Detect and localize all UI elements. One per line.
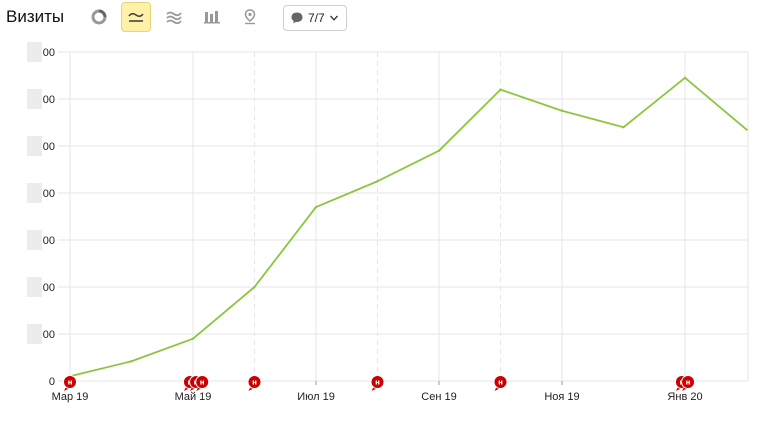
y-tick-label: 00 [43,329,55,341]
series-point [499,88,502,91]
grid [58,51,749,382]
note-marker-circle [247,375,262,389]
series-point [683,76,687,80]
y-tick-label: 00 [43,188,55,200]
y-tick-mask [27,230,42,250]
bar-chart-button[interactable] [197,2,227,32]
map-button[interactable] [235,2,265,32]
series-point [376,180,379,183]
note-marker-label: н [686,379,691,387]
x-tick-label: Май 19 [175,391,212,403]
chart-title: Визиты [6,7,65,26]
note-marker-circle [681,375,696,389]
note-marker-circle [63,375,77,389]
x-tick-label: Янв 20 [667,391,702,403]
y-tick-label: 00 [43,235,55,247]
x-tick-label: Ноя 19 [544,391,579,403]
area-chart-button[interactable] [159,2,189,32]
chart-toolbar: Визиты [0,0,765,40]
pie-chart-button[interactable] [84,2,114,32]
pie-chart-icon [91,9,107,25]
note-marker-circle [493,375,508,389]
note-marker-label: н [200,379,205,387]
bar-chart-icon [204,11,220,24]
series-point [437,149,441,152]
y-tick-label: 00 [43,141,55,153]
y-tick-mask [27,136,42,156]
chart-area: 0 00 00 00 00 00 00 00 Мар 19 Май 19 Июл 19 Сен 19… [0,40,765,428]
y-tick-label: 00 [43,94,55,106]
note-marker[interactable]: н [63,375,77,392]
note-marker[interactable]: н [195,375,210,392]
notes-toggle-button[interactable]: 7/7 [283,5,347,31]
y-tick-label: 0 [49,376,55,388]
y-tick-mask [27,324,42,344]
line-chart-icon [128,12,144,22]
x-tick-label: Мар 19 [52,391,89,403]
note-marker[interactable]: н [247,375,262,392]
series-point [253,285,256,289]
series-point [130,360,133,363]
note-marker[interactable]: н [681,375,696,392]
note-marker[interactable]: н [493,375,508,392]
note-marker-circle [195,375,210,389]
y-tick-label: 00 [43,47,55,59]
speech-bubble-icon [291,12,303,24]
note-marker-label: н [68,379,73,387]
series-line [69,76,748,378]
series-point [622,126,625,129]
series-point [745,128,748,131]
series-point [191,337,195,340]
note-marker-label: н [498,379,503,387]
x-tick-label: Июл 19 [297,391,335,403]
note-marker-label: н [252,379,257,387]
notes-markers[interactable]: ннннннннн [63,375,696,392]
map-pin-icon [244,9,256,25]
x-axis: Мар 19 Май 19 Июл 19 Сен 19 Ноя 19 Янв 20 [52,381,703,403]
series [68,76,748,378]
series-point [314,205,318,209]
notes-count: 7/7 [308,11,325,25]
x-tick-label: Сен 19 [421,391,456,403]
line-chart-button[interactable] [121,2,151,32]
note-marker-label: н [375,379,380,387]
y-tick-mask [27,277,42,297]
note-marker[interactable]: н [370,375,385,392]
y-tick-mask [27,42,42,62]
series-point [560,109,564,112]
y-tick-mask [27,89,42,109]
note-marker-circle [370,375,385,389]
chevron-down-icon [329,15,338,21]
y-tick-label: 00 [43,282,55,294]
area-chart-icon [166,11,182,24]
y-tick-mask [27,183,42,203]
